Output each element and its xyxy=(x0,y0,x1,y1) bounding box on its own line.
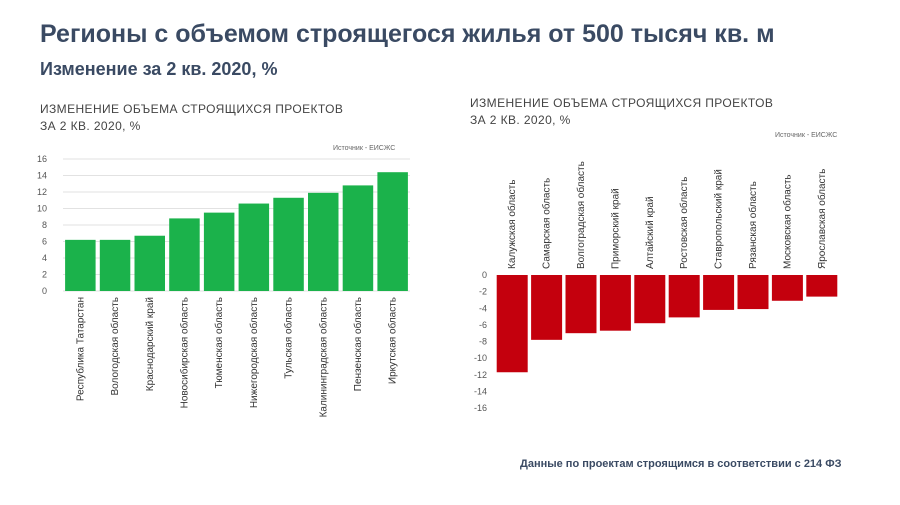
y-tick-label: -12 xyxy=(474,370,487,380)
bar xyxy=(668,275,700,318)
page-title: Регионы с объемом строящегося жилья от 5… xyxy=(40,20,775,48)
right-chart-title-line2: ЗА 2 КВ. 2020, % xyxy=(470,113,571,127)
category-label: Ростовская область xyxy=(678,177,690,269)
category-label: Новосибирская область xyxy=(178,297,190,408)
left-chart-title: ИЗМЕНЕНИЕ ОБЪЕМА СТРОЯЩИХСЯ ПРОЕКТОВ ЗА … xyxy=(40,101,343,135)
bar xyxy=(203,212,235,291)
y-tick-label: 4 xyxy=(42,253,47,263)
right-chart-title-line1: ИЗМЕНЕНИЕ ОБЪЕМА СТРОЯЩИХСЯ ПРОЕКТОВ xyxy=(470,96,774,110)
category-label: Пензенская область xyxy=(352,297,364,391)
right-chart-source: Источник - ЕИСЖС xyxy=(775,132,838,139)
bar xyxy=(771,275,803,301)
category-label: Краснодарский край xyxy=(145,297,156,391)
bar xyxy=(806,275,838,297)
page-subtitle: Изменение за 2 кв. 2020, % xyxy=(40,59,278,79)
category-label: Калужская область xyxy=(506,180,518,269)
category-label: Республика Татарстан xyxy=(74,297,86,401)
y-tick-label: 16 xyxy=(37,154,47,164)
y-tick-label: 2 xyxy=(42,270,47,280)
category-label: Калининградская область xyxy=(317,297,329,417)
bar xyxy=(99,239,131,291)
bar xyxy=(377,172,408,291)
y-tick-label: -4 xyxy=(479,303,487,313)
bar xyxy=(599,275,631,331)
category-label: Нижегородская область xyxy=(248,297,260,408)
y-tick-label: -10 xyxy=(474,353,487,363)
category-label: Тюменская область xyxy=(213,297,225,388)
category-label: Алтайский край xyxy=(645,196,656,269)
right-chart-title: ИЗМЕНЕНИЕ ОБЪЕМА СТРОЯЩИХСЯ ПРОЕКТОВ ЗА … xyxy=(470,95,773,129)
bar xyxy=(273,197,304,291)
y-tick-label: 12 xyxy=(37,187,47,197)
category-label: Московская область xyxy=(781,174,793,269)
category-label: Приморский край xyxy=(610,188,621,269)
y-tick-label: 0 xyxy=(42,286,47,296)
left-chart-source: Источник - ЕИСЖС xyxy=(333,145,396,152)
left-chart-title-line2: ЗА 2 КВ. 2020, % xyxy=(40,119,141,133)
bar xyxy=(703,275,735,310)
bar xyxy=(342,185,374,291)
category-label: Вологодская область xyxy=(109,297,121,396)
category-label: Волгоградская область xyxy=(575,161,587,269)
left-chart-title-line1: ИЗМЕНЕНИЕ ОБЪЕМА СТРОЯЩИХСЯ ПРОЕКТОВ xyxy=(40,102,344,116)
y-tick-label: 8 xyxy=(42,220,47,230)
y-tick-label: -14 xyxy=(474,386,487,396)
bar xyxy=(634,275,666,324)
category-label: Иркутская область xyxy=(387,297,399,384)
y-tick-label: 0 xyxy=(482,270,487,280)
footnote: Данные по проектам строящимся в соответс… xyxy=(520,458,842,470)
category-label: Самарская область xyxy=(541,178,553,269)
y-tick-label: -8 xyxy=(479,337,487,347)
bar xyxy=(238,203,270,291)
bar xyxy=(565,275,597,334)
y-tick-label: 14 xyxy=(37,171,47,181)
category-label: Тульская область xyxy=(283,297,295,379)
y-tick-label: -2 xyxy=(479,287,487,297)
category-label: Рязанская область xyxy=(747,181,759,269)
y-tick-label: -16 xyxy=(474,403,487,413)
y-tick-label: -6 xyxy=(479,320,487,330)
bar xyxy=(169,218,200,291)
bar xyxy=(737,275,769,310)
bar xyxy=(65,239,96,291)
bar xyxy=(308,192,339,291)
y-tick-label: 6 xyxy=(42,237,47,247)
bar xyxy=(531,275,563,340)
bar xyxy=(496,275,528,373)
y-tick-label: 10 xyxy=(37,204,47,214)
category-label: Ставропольский край xyxy=(714,169,725,269)
category-label: Ярославская область xyxy=(816,169,828,269)
bar xyxy=(134,235,165,291)
